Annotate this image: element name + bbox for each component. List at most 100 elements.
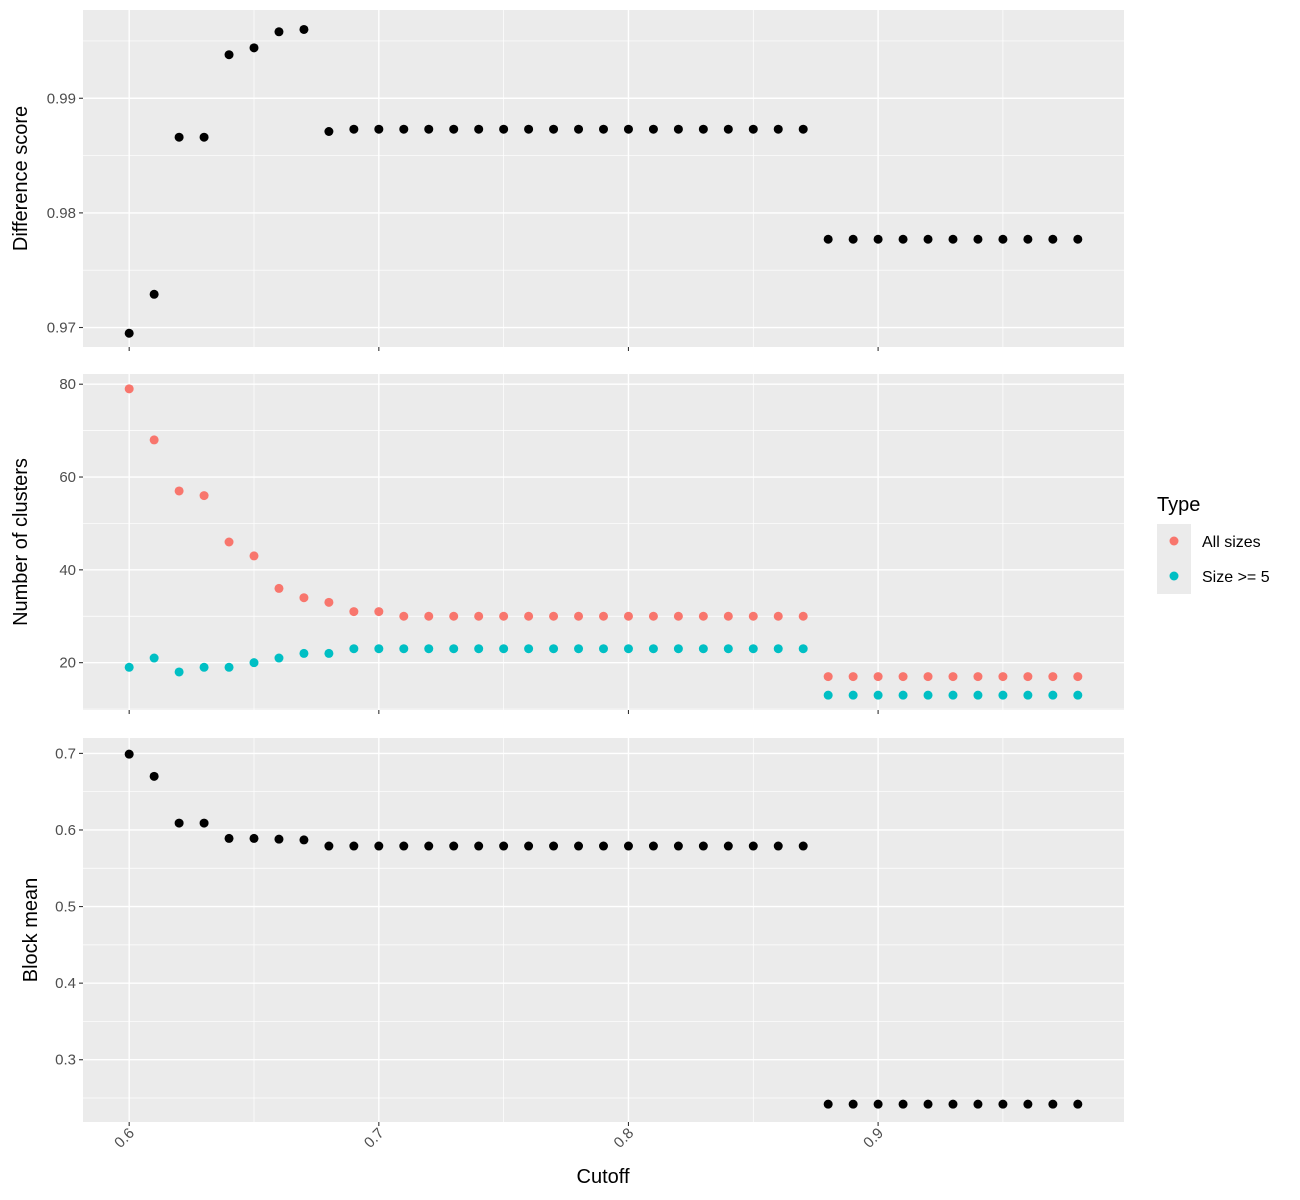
data-point-series-0 bbox=[698, 841, 708, 851]
data-point-series-0 bbox=[149, 771, 159, 781]
data-point-series-0 bbox=[224, 537, 234, 547]
data-point-series-0 bbox=[174, 486, 184, 496]
y-tick-label: 20 bbox=[59, 655, 76, 672]
data-point-series-0 bbox=[873, 672, 883, 682]
data-point-series-0 bbox=[574, 124, 584, 134]
data-point-series-0 bbox=[299, 24, 309, 34]
data-point-series-0 bbox=[1023, 672, 1033, 682]
data-point-series-0 bbox=[299, 593, 309, 603]
data-point-series-0 bbox=[948, 1099, 958, 1109]
data-point-series-0 bbox=[723, 124, 733, 134]
panel-0: 0.97 0.98 0.99 Difference score bbox=[10, 10, 1124, 351]
data-point-series-1 bbox=[474, 644, 484, 654]
data-point-series-0 bbox=[174, 818, 184, 828]
data-point-series-0 bbox=[773, 841, 783, 851]
data-point-series-0 bbox=[274, 583, 284, 593]
data-point-series-0 bbox=[823, 672, 833, 682]
data-point-series-0 bbox=[848, 234, 858, 244]
data-point-series-1 bbox=[349, 644, 359, 654]
data-point-series-0 bbox=[399, 841, 409, 851]
data-point-series-1 bbox=[249, 658, 259, 668]
data-point-series-1 bbox=[274, 653, 284, 663]
data-point-series-0 bbox=[1048, 672, 1058, 682]
data-point-series-1 bbox=[549, 644, 559, 654]
data-point-series-0 bbox=[249, 551, 259, 561]
data-point-series-0 bbox=[374, 124, 384, 134]
panel-background bbox=[83, 738, 1124, 1122]
data-point-series-0 bbox=[1073, 234, 1083, 244]
data-point-series-0 bbox=[998, 1099, 1008, 1109]
data-point-series-0 bbox=[474, 841, 484, 851]
data-point-series-0 bbox=[474, 124, 484, 134]
data-point-series-1 bbox=[1073, 690, 1083, 700]
data-point-series-0 bbox=[673, 841, 683, 851]
data-point-series-0 bbox=[748, 124, 758, 134]
legend-label-size-5: Size >= 5 bbox=[1202, 569, 1270, 586]
data-point-series-0 bbox=[1073, 672, 1083, 682]
data-point-series-1 bbox=[449, 644, 459, 654]
data-point-series-0 bbox=[648, 124, 658, 134]
y-axis-title: Difference score bbox=[10, 106, 32, 251]
data-point-series-0 bbox=[374, 607, 384, 617]
y-tick-label: 80 bbox=[59, 376, 76, 393]
data-point-series-1 bbox=[424, 644, 434, 654]
data-point-series-0 bbox=[898, 1099, 908, 1109]
panel-background bbox=[83, 10, 1124, 347]
data-point-series-0 bbox=[499, 124, 509, 134]
data-point-series-0 bbox=[499, 611, 509, 621]
data-point-series-1 bbox=[773, 644, 783, 654]
legend-key-size-5 bbox=[1169, 571, 1179, 581]
data-point-series-0 bbox=[349, 841, 359, 851]
data-point-series-0 bbox=[149, 435, 159, 445]
data-point-series-0 bbox=[224, 833, 234, 843]
data-point-series-1 bbox=[1023, 690, 1033, 700]
data-point-series-0 bbox=[723, 611, 733, 621]
legend-key-bg bbox=[1157, 524, 1191, 594]
data-point-series-0 bbox=[973, 1099, 983, 1109]
data-point-series-1 bbox=[224, 662, 234, 672]
data-point-series-0 bbox=[923, 1099, 933, 1109]
data-point-series-0 bbox=[973, 672, 983, 682]
data-point-series-0 bbox=[848, 672, 858, 682]
y-axis-title: Block mean bbox=[20, 878, 42, 983]
data-point-series-0 bbox=[599, 124, 608, 134]
data-point-series-0 bbox=[424, 841, 434, 851]
y-tick-label: 0.99 bbox=[47, 90, 76, 107]
data-point-series-0 bbox=[249, 43, 259, 53]
data-point-series-0 bbox=[823, 234, 833, 244]
data-point-series-0 bbox=[274, 834, 284, 844]
data-point-series-1 bbox=[673, 644, 683, 654]
data-point-series-1 bbox=[823, 690, 833, 700]
data-point-series-1 bbox=[574, 644, 584, 654]
data-point-series-0 bbox=[399, 124, 409, 134]
x-tick-label: 0.9 bbox=[860, 1125, 887, 1152]
data-point-series-1 bbox=[723, 644, 733, 654]
y-tick-label: 0.7 bbox=[55, 745, 76, 762]
data-point-series-1 bbox=[199, 662, 209, 672]
data-point-series-0 bbox=[574, 841, 584, 851]
legend-key-all-sizes bbox=[1169, 536, 1179, 546]
data-point-series-0 bbox=[199, 132, 209, 142]
y-tick-label: 0.3 bbox=[55, 1052, 76, 1069]
data-point-series-0 bbox=[124, 749, 134, 759]
data-point-series-0 bbox=[1048, 234, 1058, 244]
data-point-series-0 bbox=[873, 234, 883, 244]
data-point-series-0 bbox=[124, 328, 134, 338]
data-point-series-0 bbox=[1023, 234, 1033, 244]
data-point-series-0 bbox=[449, 841, 459, 851]
data-point-series-0 bbox=[599, 611, 608, 621]
data-point-series-0 bbox=[524, 841, 534, 851]
data-point-series-1 bbox=[948, 690, 958, 700]
data-point-series-0 bbox=[274, 27, 284, 37]
data-point-series-1 bbox=[149, 653, 159, 663]
data-point-series-1 bbox=[848, 690, 858, 700]
data-point-series-0 bbox=[174, 132, 184, 142]
data-point-series-0 bbox=[324, 127, 334, 137]
x-tick-label: 0.7 bbox=[361, 1125, 388, 1152]
data-point-series-1 bbox=[748, 644, 758, 654]
data-point-series-1 bbox=[923, 690, 933, 700]
data-point-series-1 bbox=[648, 644, 658, 654]
data-point-series-0 bbox=[848, 1099, 858, 1109]
data-point-series-1 bbox=[174, 667, 184, 677]
